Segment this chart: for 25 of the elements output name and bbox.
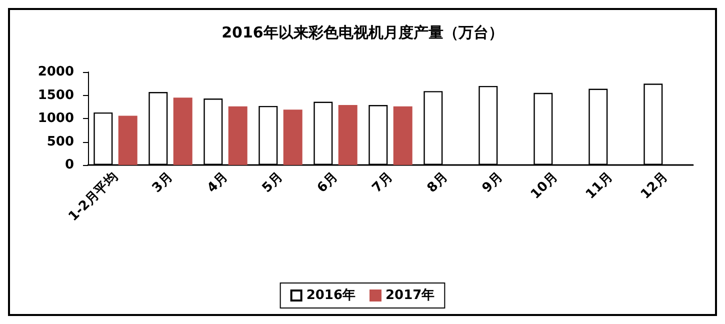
bar xyxy=(338,105,358,165)
y-tick-label: 1000 xyxy=(38,111,74,126)
bar xyxy=(118,116,138,165)
bar xyxy=(283,110,302,165)
y-tick-label: 1500 xyxy=(38,88,74,103)
x-tick-label: 3月 xyxy=(150,170,176,196)
x-tick-label: 4月 xyxy=(204,170,231,196)
bar xyxy=(228,106,248,165)
x-tick-label: 7月 xyxy=(370,170,396,196)
legend-label: 2016年 xyxy=(306,288,356,303)
x-tick-label: 6月 xyxy=(314,170,341,196)
y-tick-label: 2000 xyxy=(38,64,74,80)
x-tick-label: 10月 xyxy=(528,170,561,202)
x-tick-label: 12月 xyxy=(638,170,671,202)
x-tick-label: 8月 xyxy=(424,170,451,196)
y-tick-label: 0 xyxy=(64,158,74,172)
legend-label: 2017年 xyxy=(386,288,435,303)
x-tick-label: 5月 xyxy=(260,170,286,196)
bar xyxy=(393,106,412,165)
x-tick-label: 9月 xyxy=(480,170,506,196)
x-tick-label: 11月 xyxy=(583,170,616,202)
chart-title: 2016年以来彩色电视机月度产量（万台） xyxy=(222,24,504,42)
y-tick-label: 500 xyxy=(46,134,74,150)
x-tick-label: 1-2月平均 xyxy=(66,170,121,224)
bar xyxy=(173,98,192,165)
